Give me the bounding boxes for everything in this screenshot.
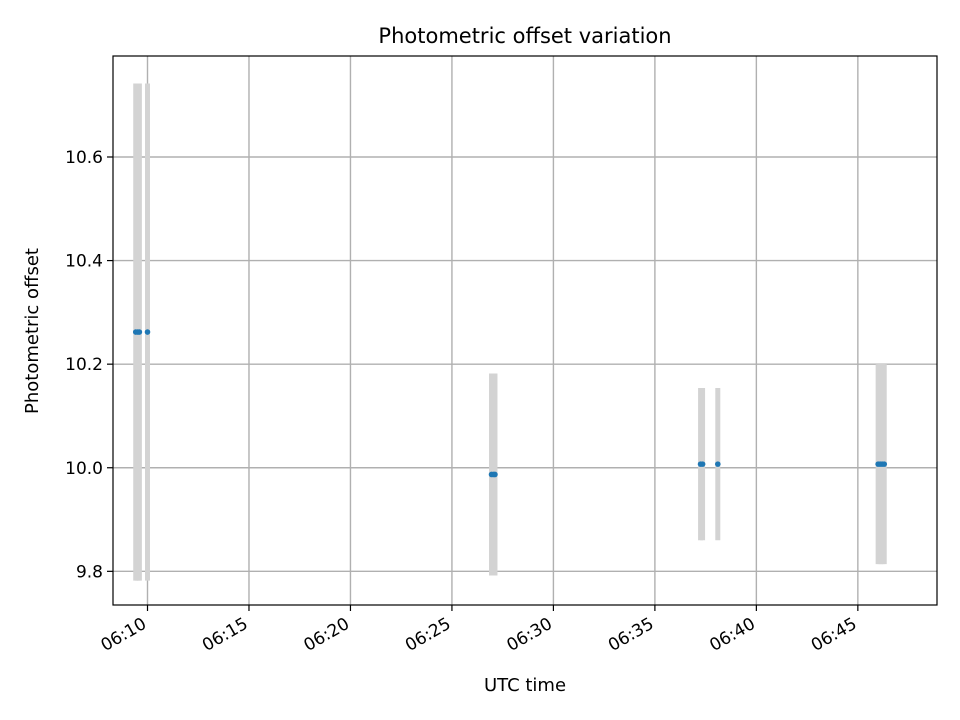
y-tick-label: 10.0 [65,459,103,479]
y-tick-label: 9.8 [76,562,103,582]
grid [113,56,937,605]
x-axis-label: UTC time [484,675,566,696]
chart-title: Photometric offset variation [378,24,671,48]
data-point [492,471,498,478]
y-tick-label: 10.6 [65,148,103,168]
y-axis-label: Photometric offset [22,248,43,414]
data-points [132,329,888,478]
y-tick-label: 10.2 [65,355,103,375]
data-point [699,461,706,467]
y-tick-label: 10.4 [65,252,103,272]
data-point [144,329,151,335]
data-point [881,461,888,467]
plot-frame [112,55,938,606]
data-point [136,329,143,335]
data-point [715,461,721,467]
